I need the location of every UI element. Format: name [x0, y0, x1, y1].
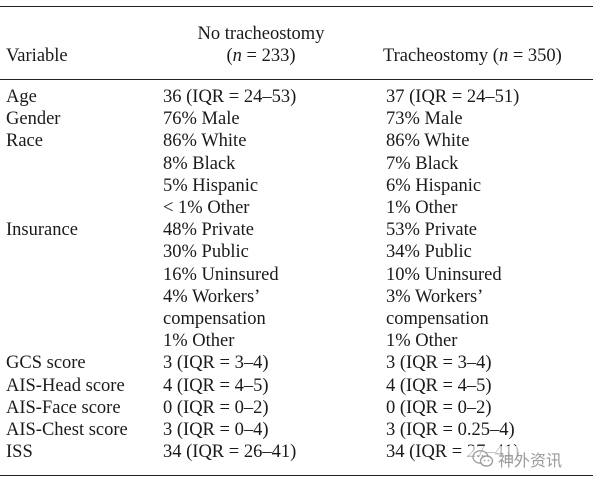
- row-tracheostomy-cell: 53% Private: [386, 220, 477, 241]
- row-variable-cell: ISS: [6, 442, 33, 463]
- row-tracheostomy-cell: 73% Male: [386, 109, 463, 130]
- row-no-tracheostomy-cell: 48% Private: [163, 220, 254, 241]
- table-row: 16% Uninsured 10% Uninsured: [0, 264, 591, 286]
- table-body: Age 36 (IQR = 24–53) 37 (IQR = 24–51) Gende…: [0, 86, 591, 463]
- table-row: GCS score 3 (IQR = 3–4) 3 (IQR = 3–4): [0, 352, 591, 374]
- row-no-tracheostomy-cell: 4 (IQR = 4–5): [163, 375, 269, 396]
- row-variable-cell: AIS-Chest score: [6, 420, 128, 441]
- row-no-tracheostomy-cell: 8% Black: [163, 153, 236, 174]
- row-no-tracheostomy-cell: 1% Other: [163, 331, 235, 352]
- table-row: Gender 76% Male 73% Male: [0, 108, 591, 130]
- table-row: AIS-Chest score 3 (IQR = 0–4) 3 (IQR = 0.2…: [0, 419, 591, 441]
- header-no-tracheostomy-n-value: = 233): [241, 46, 296, 66]
- watermark-text: 神外资讯: [498, 451, 563, 470]
- row-no-tracheostomy-cell: 36 (IQR = 24–53): [163, 87, 297, 107]
- row-tracheostomy-cell: 1% Other: [386, 331, 458, 352]
- table-row: 4% Workers’ 3% Workers’: [0, 286, 591, 308]
- row-variable-cell: [0, 197, 163, 219]
- row-variable-cell: AIS-Face score: [6, 397, 121, 418]
- row-tracheostomy-cell: 10% Uninsured: [386, 264, 502, 285]
- header-no-tracheostomy-n-var: n: [232, 46, 242, 66]
- table-row: < 1% Other 1% Other: [0, 197, 591, 219]
- row-tracheostomy-cell: 6% Hispanic: [386, 175, 482, 196]
- row-no-tracheostomy-cell: 34 (IQR = 26–41): [163, 442, 297, 463]
- header-tracheostomy-label: Tracheostomy (: [383, 46, 499, 66]
- row-variable-cell: [0, 175, 163, 197]
- row-tracheostomy-cell: 3 (IQR = 0.25–4): [386, 420, 515, 441]
- table-row: Age 36 (IQR = 24–53) 37 (IQR = 24–51): [0, 86, 591, 108]
- row-no-tracheostomy-cell: 16% Uninsured: [163, 264, 279, 285]
- table-row: 5% Hispanic 6% Hispanic: [0, 175, 591, 197]
- row-variable-cell: [0, 286, 163, 308]
- header-tracheostomy-n-var: n: [498, 46, 509, 66]
- row-variable-cell: [0, 264, 163, 286]
- row-tracheostomy-cell: 86% White: [386, 131, 470, 152]
- row-variable-cell: [0, 330, 163, 352]
- header-tracheostomy: Tracheostomy (n = 350): [383, 45, 562, 67]
- header-no-tracheostomy: No tracheostomy (n = 233): [161, 23, 361, 67]
- wechat-icon: [472, 450, 494, 467]
- table-row: 30% Public 34% Public: [0, 241, 591, 263]
- row-tracheostomy-cell: compensation: [386, 309, 489, 330]
- row-no-tracheostomy-cell: 3 (IQR = 3–4): [163, 353, 269, 374]
- row-tracheostomy-cell: 4 (IQR = 4–5): [386, 375, 492, 396]
- table-row: AIS-Head score 4 (IQR = 4–5) 4 (IQR = 4–5): [0, 375, 591, 397]
- row-no-tracheostomy-cell: compensation: [163, 309, 266, 330]
- row-no-tracheostomy-cell: 5% Hispanic: [163, 175, 259, 196]
- row-no-tracheostomy-cell: 86% White: [163, 131, 247, 152]
- row-tracheostomy-cell: 3 (IQR = 3–4): [386, 353, 492, 374]
- row-variable-cell: Gender: [6, 109, 61, 130]
- data-table: Age 36 (IQR = 24–53) 37 (IQR = 24–51) Gende…: [0, 86, 591, 463]
- row-tracheostomy-cell: 37 (IQR = 24–51): [386, 87, 520, 107]
- row-variable-cell: [0, 308, 163, 330]
- header-variable: Variable: [6, 46, 68, 66]
- row-no-tracheostomy-cell: < 1% Other: [163, 198, 250, 219]
- row-no-tracheostomy-cell: 0 (IQR = 0–2): [163, 397, 269, 418]
- row-tracheostomy-cell: 0 (IQR = 0–2): [386, 397, 492, 418]
- table-row: compensation compensation: [0, 308, 591, 330]
- row-variable-cell: Age: [6, 87, 37, 107]
- row-variable-cell: Race: [6, 131, 43, 152]
- row-tracheostomy-cell: 34% Public: [386, 242, 472, 263]
- table-top-rule: [0, 6, 593, 8]
- row-variable-cell: GCS score: [6, 353, 86, 374]
- row-no-tracheostomy-cell: 4% Workers’: [163, 286, 261, 307]
- row-variable-cell: Insurance: [6, 220, 78, 241]
- row-tracheostomy-cell: 1% Other: [386, 198, 458, 219]
- watermark: 神外资讯: [468, 446, 567, 472]
- table-row: AIS-Face score 0 (IQR = 0–2) 0 (IQR = 0–2): [0, 397, 591, 419]
- table-row: Insurance 48% Private 53% Private: [0, 219, 591, 241]
- row-variable-cell: [0, 153, 163, 175]
- row-variable-cell: [0, 241, 163, 263]
- row-no-tracheostomy-cell: 30% Public: [163, 242, 249, 263]
- row-variable-cell: AIS-Head score: [6, 375, 125, 396]
- table-row: 8% Black 7% Black: [0, 153, 591, 175]
- header-tracheostomy-n-value: = 350): [508, 46, 562, 66]
- row-no-tracheostomy-cell: 3 (IQR = 0–4): [163, 420, 269, 441]
- row-tracheostomy-cell: 3% Workers’: [386, 286, 484, 307]
- table-bottom-rule: [0, 475, 593, 477]
- header-no-tracheostomy-label: No tracheostomy: [197, 24, 325, 44]
- row-no-tracheostomy-cell: 76% Male: [163, 109, 240, 130]
- header-no-tracheostomy-n: (n = 233): [226, 46, 296, 66]
- table-row: Race 86% White 86% White: [0, 130, 591, 152]
- row-tracheostomy-cell: 7% Black: [386, 153, 459, 174]
- table-header-rule: [0, 79, 593, 81]
- table-row: 1% Other 1% Other: [0, 330, 591, 352]
